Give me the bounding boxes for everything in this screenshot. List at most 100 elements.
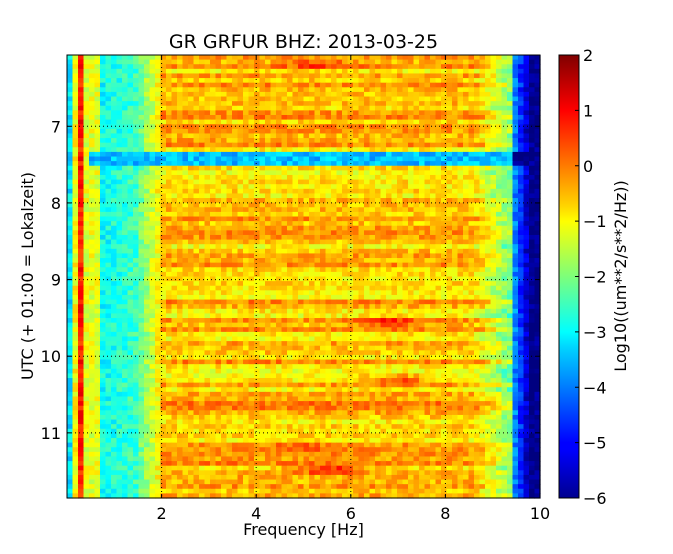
heatmap-cell: [496, 294, 503, 301]
heatmap-cell: [171, 285, 178, 291]
heatmap-cell: [237, 253, 244, 259]
heatmap-cell: [254, 128, 261, 135]
heatmap-cell: [248, 244, 255, 250]
heatmap-cell: [177, 174, 184, 181]
heatmap-cell: [474, 96, 481, 102]
heatmap-cell: [221, 285, 228, 291]
heatmap-cell: [309, 101, 316, 107]
heatmap-cell: [375, 244, 382, 250]
heatmap-cell: [413, 267, 420, 273]
heatmap-cell: [347, 285, 354, 291]
heatmap-cell: [309, 156, 316, 162]
heatmap-cell: [237, 165, 244, 171]
heatmap-cell: [485, 138, 492, 144]
heatmap-cell: [270, 221, 277, 227]
heatmap-cell: [160, 207, 167, 213]
heatmap-cell: [441, 78, 448, 84]
heatmap-cell: [320, 281, 327, 287]
heatmap-cell: [204, 193, 211, 199]
heatmap-cell: [177, 271, 184, 278]
heatmap-cell: [281, 234, 288, 241]
heatmap-cell: [380, 174, 387, 181]
heatmap-cell: [496, 211, 503, 218]
heatmap-cell: [188, 271, 195, 278]
heatmap-cell: [292, 304, 299, 310]
heatmap-cell: [457, 285, 464, 291]
heatmap-cell: [496, 253, 503, 259]
heatmap-cell: [237, 91, 244, 98]
heatmap-cell: [182, 161, 189, 167]
heatmap-cell: [133, 124, 140, 130]
heatmap-cell: [463, 290, 470, 296]
heatmap-cell: [347, 91, 354, 98]
heatmap-cell: [457, 304, 464, 310]
heatmap-cell: [452, 267, 459, 273]
heatmap-cell: [160, 138, 167, 144]
heatmap-cell: [111, 267, 118, 273]
heatmap-cell: [116, 156, 123, 162]
heatmap-cell: [193, 308, 200, 315]
heatmap-cell: [364, 151, 371, 158]
heatmap-cell: [281, 244, 288, 250]
heatmap-cell: [111, 207, 118, 213]
heatmap-cell: [490, 239, 497, 245]
heatmap-cell: [523, 271, 530, 278]
heatmap-cell: [298, 59, 305, 65]
heatmap-cell: [353, 271, 360, 278]
heatmap-cell: [320, 239, 327, 245]
heatmap-cell: [276, 202, 283, 208]
heatmap-cell: [512, 258, 519, 264]
heatmap-cell: [397, 248, 404, 255]
heatmap-cell: [485, 105, 492, 111]
heatmap-cell: [287, 221, 294, 227]
heatmap-cell: [193, 198, 200, 204]
heatmap-cell: [259, 313, 266, 319]
heatmap-cell: [490, 290, 497, 296]
heatmap-cell: [325, 207, 332, 213]
heatmap-cell: [111, 119, 118, 125]
heatmap-cell: [512, 271, 519, 278]
heatmap-cell: [386, 96, 393, 102]
heatmap-cell: [518, 267, 525, 273]
heatmap-cell: [259, 253, 266, 259]
heatmap-cell: [347, 179, 354, 185]
heatmap-cell: [512, 87, 519, 93]
heatmap-cell: [534, 165, 541, 171]
heatmap-cell: [375, 248, 382, 255]
heatmap-cell: [171, 193, 178, 199]
heatmap-cell: [303, 119, 310, 125]
heatmap-cell: [402, 138, 409, 144]
heatmap-cell: [155, 248, 162, 255]
heatmap-cell: [226, 230, 233, 236]
heatmap-cell: [402, 290, 409, 296]
heatmap-cell: [204, 133, 211, 139]
heatmap-cell: [177, 267, 184, 273]
heatmap-cell: [353, 124, 360, 130]
heatmap-cell: [408, 216, 415, 222]
heatmap-cell: [320, 304, 327, 310]
heatmap-cell: [402, 267, 409, 273]
heatmap-cell: [122, 105, 129, 111]
heatmap-cell: [155, 271, 162, 278]
heatmap-cell: [331, 244, 338, 250]
heatmap-cell: [232, 119, 239, 125]
heatmap-cell: [490, 64, 497, 70]
heatmap-cell: [221, 64, 228, 70]
heatmap-cell: [303, 96, 310, 102]
heatmap-cell: [408, 156, 415, 162]
heatmap-cell: [490, 267, 497, 273]
heatmap-cell: [171, 64, 178, 70]
heatmap-cell: [413, 211, 420, 218]
heatmap-cell: [199, 101, 206, 107]
heatmap-cell: [226, 114, 233, 121]
heatmap-cell: [468, 304, 475, 310]
heatmap-cell: [182, 304, 189, 310]
heatmap-cell: [430, 318, 437, 324]
heatmap-cell: [100, 55, 107, 61]
heatmap-cell: [193, 161, 200, 167]
heatmap-cell: [452, 304, 459, 310]
heatmap-cell: [397, 114, 404, 121]
heatmap-cell: [358, 64, 365, 70]
heatmap-cell: [138, 244, 145, 250]
heatmap-cell: [386, 142, 393, 148]
